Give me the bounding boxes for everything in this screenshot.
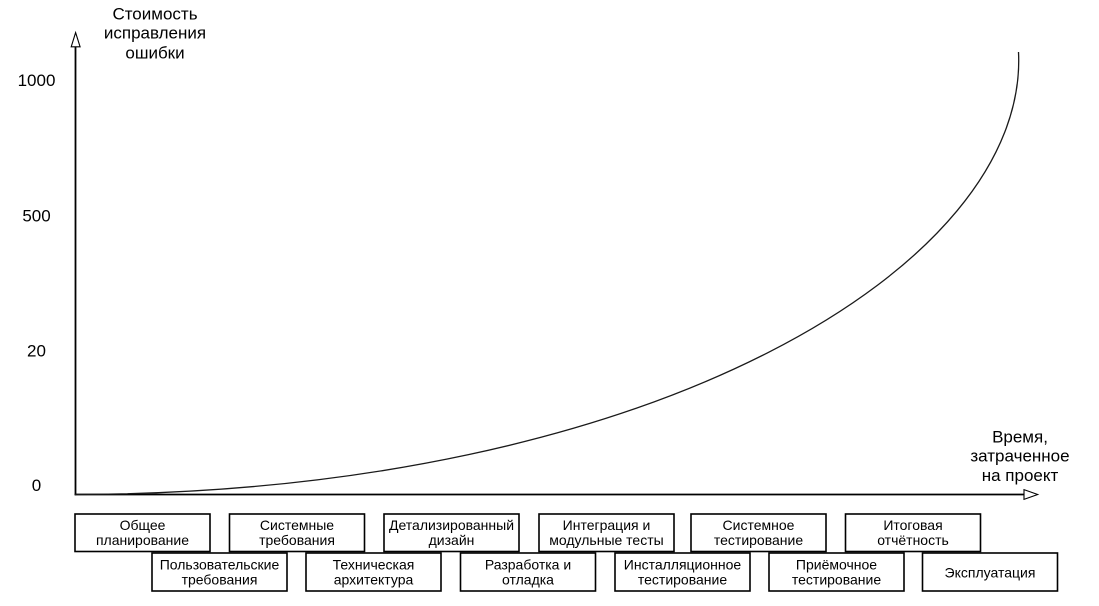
svg-text:Итоговая: Итоговая bbox=[883, 517, 942, 533]
svg-text:затраченное: затраченное bbox=[970, 446, 1069, 465]
svg-text:1000: 1000 bbox=[18, 71, 56, 90]
svg-text:тестирование: тестирование bbox=[792, 571, 881, 587]
svg-text:модульные тесты: модульные тесты bbox=[549, 532, 663, 548]
svg-text:тестирование: тестирование bbox=[638, 571, 727, 587]
svg-text:исправления: исправления bbox=[104, 24, 206, 43]
svg-text:Разработка и: Разработка и bbox=[485, 556, 571, 572]
svg-text:требования: требования bbox=[259, 532, 335, 548]
svg-text:0: 0 bbox=[32, 476, 41, 495]
svg-text:20: 20 bbox=[27, 342, 46, 361]
svg-text:тестирование: тестирование bbox=[714, 532, 803, 548]
svg-text:дизайн: дизайн bbox=[429, 532, 475, 548]
svg-text:Общее: Общее bbox=[120, 517, 166, 533]
svg-text:Приёмочное: Приёмочное bbox=[796, 556, 877, 572]
svg-text:Интеграция и: Интеграция и bbox=[563, 517, 651, 533]
svg-text:ошибки: ошибки bbox=[125, 44, 184, 63]
svg-text:отладка: отладка bbox=[502, 571, 554, 587]
svg-text:Эксплуатация: Эксплуатация bbox=[945, 565, 1036, 581]
svg-text:требования: требования bbox=[182, 571, 258, 587]
svg-text:Инсталляционное: Инсталляционное bbox=[624, 556, 742, 572]
svg-text:Системные: Системные bbox=[260, 517, 334, 533]
svg-text:архитектура: архитектура bbox=[334, 571, 414, 587]
svg-text:Время,: Время, bbox=[992, 428, 1048, 447]
svg-text:Техническая: Техническая bbox=[333, 556, 415, 572]
svg-text:500: 500 bbox=[22, 206, 50, 225]
svg-text:Стоимость: Стоимость bbox=[112, 4, 197, 23]
svg-text:Системное: Системное bbox=[723, 517, 795, 533]
svg-text:планирование: планирование bbox=[96, 532, 189, 548]
svg-text:на проект: на проект bbox=[982, 466, 1059, 485]
svg-text:Детализированный: Детализированный bbox=[389, 517, 514, 533]
svg-text:Пользовательские: Пользовательские bbox=[160, 556, 280, 572]
svg-text:отчётность: отчётность bbox=[877, 532, 949, 548]
